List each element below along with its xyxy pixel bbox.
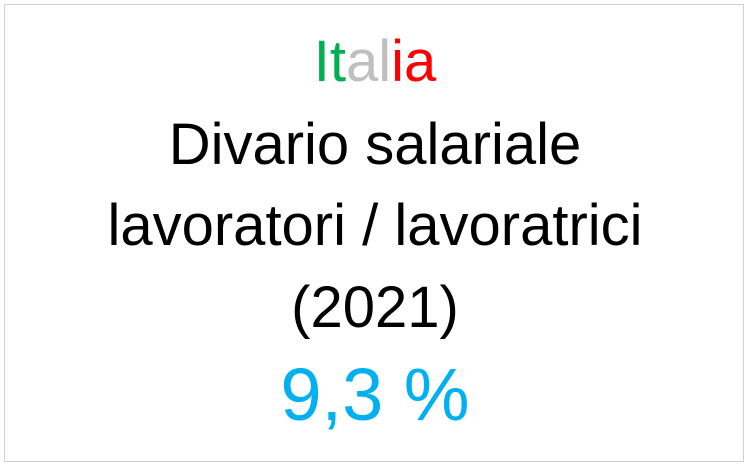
- title-part-red: ia: [391, 29, 437, 94]
- card-frame: [4, 4, 744, 462]
- subtitle-line-1: Divario salariale: [168, 112, 582, 177]
- title-part-green: It: [313, 29, 346, 94]
- subtitle-year: (2021): [291, 275, 459, 340]
- title-part-white: al: [345, 29, 392, 94]
- country-title: Italia: [0, 21, 750, 103]
- subtitle-line-2: lavoratori / lavoratrici: [107, 193, 643, 258]
- gap-value: 9,3 %: [280, 353, 470, 436]
